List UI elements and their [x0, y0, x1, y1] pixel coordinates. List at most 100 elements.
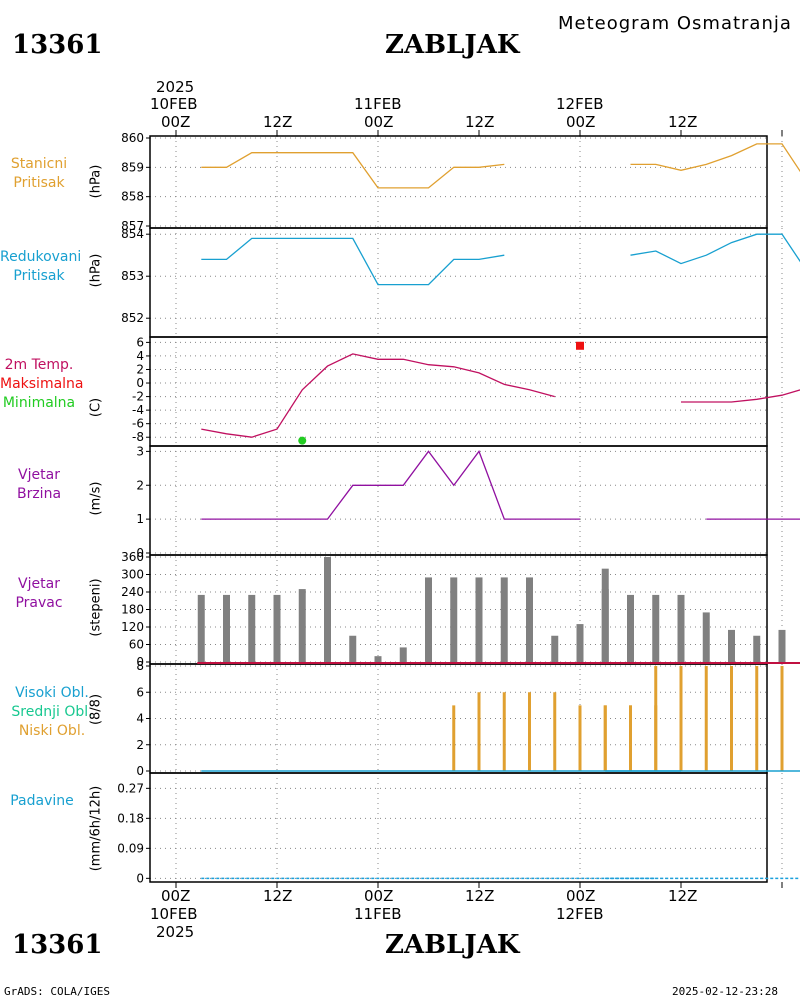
cloud-low-bar: [502, 692, 506, 771]
cloud-low-bar: [553, 692, 557, 771]
panel-frame: [149, 663, 768, 774]
tick-label-bottom-1: 00Z: [161, 887, 191, 905]
year-label-top: 2025: [156, 78, 195, 96]
y-tick-label: 853: [121, 269, 144, 283]
y-tick-label: 240: [121, 585, 144, 599]
year-label-bottom: 2025: [156, 923, 195, 941]
direction-bar: [425, 577, 432, 663]
y-tick-label: 0.09: [117, 841, 144, 855]
cloud-low-bar: [679, 666, 683, 771]
cloud-low-bar: [528, 692, 531, 771]
y-tick-label: 0: [136, 655, 144, 669]
footer-credit: GrADS: COLA/IGES: [4, 985, 110, 998]
station-id-bottom: 13361: [12, 930, 103, 960]
direction-bar: [677, 594, 685, 663]
y-tick-label: 0: [136, 376, 144, 390]
panel-frame: [149, 445, 768, 556]
tick-label-bottom-3: 00Z: [364, 887, 394, 905]
label-clouds: Visoki Obl. Srednji Obl. Niski Obl.: [11, 685, 93, 739]
y-tick-label: 2: [136, 362, 144, 376]
direction-bar: [349, 635, 357, 663]
panel-frame: [149, 554, 768, 665]
temperature-line: [201, 353, 800, 438]
direction-bar: [500, 577, 508, 663]
direction-bar: [248, 594, 256, 663]
y-tick-label: 857: [121, 219, 144, 233]
y-tick-label: 6: [136, 335, 144, 349]
y-tick-label: 8: [136, 659, 144, 673]
y-tick-label: 859: [121, 160, 144, 174]
cloud-low-bar: [704, 666, 708, 771]
tick-label-bottom-5: 00Z: [566, 887, 596, 905]
cloud-low-bar: [452, 705, 456, 771]
y-tick-label: -8: [132, 430, 144, 444]
y-tick-label: 0: [136, 871, 144, 885]
tmax-marker: [576, 341, 584, 350]
product-title: Meteogram Osmatranja: [558, 13, 792, 34]
direction-bar: [197, 594, 205, 663]
y-tick-label: 3: [136, 444, 144, 458]
cloud-low-bar: [730, 666, 733, 771]
tick-label-top-6: 12Z: [668, 113, 698, 131]
y-tick-label: 0.27: [117, 781, 144, 795]
y-tick-label: 860: [121, 131, 144, 145]
panel-frame: [149, 227, 768, 338]
direction-bar: [551, 635, 559, 663]
direction-bar: [223, 594, 230, 663]
y-tick-label: 858: [121, 190, 144, 204]
station-name-bottom: ZABLJAK: [385, 930, 520, 960]
y-tick-label: 4: [136, 349, 144, 363]
direction-bar: [475, 577, 483, 663]
direction-bar: [778, 629, 786, 663]
tick-label-bottom-2: 12Z: [263, 887, 293, 905]
cloud-low-bar: [755, 666, 759, 771]
date-label-bottom-3: 12FEB: [556, 905, 604, 923]
y-tick-label: 1: [136, 512, 144, 526]
y-tick-label: -4: [132, 403, 144, 417]
y-tick-label: 4: [136, 712, 144, 726]
y-tick-label: 6: [136, 685, 144, 699]
direction-bar: [298, 589, 306, 663]
direction-bar: [652, 594, 660, 663]
direction-bar: [399, 647, 407, 663]
label-precip: Padavine: [10, 793, 74, 809]
tmin-marker: [298, 436, 307, 445]
tick-label-bottom-4: 12Z: [465, 887, 495, 905]
label-wind-direction: Vjetar Pravac: [15, 576, 63, 611]
y-tick-label: 0.18: [117, 811, 144, 825]
cloud-low-bar: [780, 666, 784, 771]
date-label-bottom-1: 10FEB: [150, 905, 198, 923]
y-tick-label: 0: [136, 546, 144, 560]
date-label-top-3: 12FEB: [556, 95, 604, 113]
tick-label-top-2: 12Z: [263, 113, 293, 131]
date-label-top-1: 10FEB: [150, 95, 198, 113]
direction-bar: [576, 624, 584, 663]
date-label-bottom-2: 11FEB: [354, 905, 402, 923]
date-label-top-2: 11FEB: [354, 95, 402, 113]
y-tick-label: 360: [121, 550, 144, 564]
direction-bar: [374, 656, 382, 663]
y-tick-label: 180: [121, 603, 144, 617]
label-station-pressure: Stanicni Pritisak: [10, 156, 68, 191]
y-tick-label: 854: [121, 227, 144, 241]
footer-timestamp: 2025-02-12-23:28: [672, 985, 778, 998]
y-tick-label: 300: [121, 568, 144, 582]
direction-bar: [702, 612, 710, 663]
y-tick-label: 120: [121, 620, 144, 634]
y-tick-label: 60: [129, 638, 144, 652]
direction-bar: [450, 577, 458, 663]
cloud-low-bar: [629, 705, 632, 771]
direction-bar: [627, 603, 634, 663]
label-temperature: 2m Temp. Maksimalna Minimalna: [0, 357, 84, 411]
tick-label-top-1: 00Z: [161, 113, 191, 131]
panel-frame: [149, 336, 768, 447]
station-name-top: ZABLJAK: [385, 30, 520, 60]
cloud-low-bar: [654, 666, 658, 771]
y-tick-label: 2: [136, 738, 144, 752]
direction-bar: [324, 557, 331, 663]
y-tick-label: 2: [136, 478, 144, 492]
cloud-low-bar: [603, 705, 607, 771]
wind-speed-line: [201, 450, 800, 520]
y-tick-label: 852: [121, 311, 144, 325]
